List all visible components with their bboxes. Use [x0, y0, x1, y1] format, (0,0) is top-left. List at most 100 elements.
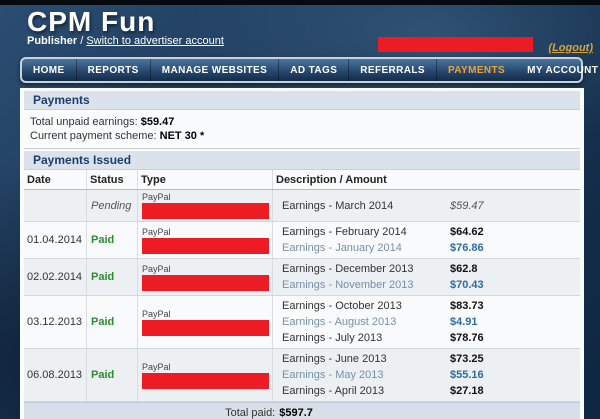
redacted-paypal-email — [142, 237, 269, 254]
top-window-strip — [0, 0, 600, 5]
earnings-amount: $64.62 — [450, 226, 484, 238]
nav-left-group: HOME REPORTS MANAGE WEBSITES AD TAGS REFERRA… — [22, 59, 516, 81]
redacted-paypal-email — [142, 203, 269, 219]
payments-summary: Total unpaid earnings: $59.47 Current pa… — [24, 110, 580, 145]
section-divider — [24, 148, 580, 149]
main-nav: HOME REPORTS MANAGE WEBSITES AD TAGS REFERRA… — [20, 57, 598, 83]
payment-description-cell: Earnings - March 2014 $59.47 — [273, 190, 580, 221]
earnings-line: Earnings - August 2013 $4.91 — [282, 314, 580, 330]
total-paid-bar: Total paid: $597.7 — [24, 402, 580, 419]
payment-description-cell: Earnings - February 2014 $64.62 Earnings -… — [273, 222, 580, 258]
payment-date — [24, 190, 87, 221]
earnings-line: Earnings - July 2013 $78.76 — [282, 330, 580, 346]
nav-item-home[interactable]: HOME — [33, 64, 65, 76]
earnings-description: Earnings - May 2013 — [282, 369, 384, 381]
redacted-paypal-email — [142, 319, 269, 336]
earnings-description: Earnings - August 2013 — [282, 316, 397, 328]
earnings-description: Earnings - April 2013 — [282, 385, 385, 397]
payment-date: 06.08.2013 — [24, 349, 87, 401]
payments-table-header: Date Status Type Description / Amount — [24, 170, 580, 190]
redacted-paypal-email — [142, 274, 269, 291]
earnings-description: Earnings - October 2013 — [282, 300, 402, 312]
payment-status-cell: Paid — [87, 222, 138, 258]
account-switch-line: Publisher / Switch to advertiser account — [27, 35, 224, 47]
nav-item-reports[interactable]: REPORTS — [75, 59, 150, 81]
payment-status-cell: Paid — [87, 296, 138, 348]
payment-row: 06.08.2013 Paid PayPal Earnings - June 2013… — [24, 349, 580, 402]
payment-type-cell: PayPal — [138, 222, 273, 258]
earnings-line: Earnings - January 2014 $76.86 — [282, 240, 580, 256]
payment-description-cell: Earnings - December 2013 $62.8 Earnings - … — [273, 259, 580, 295]
content-panel: Payments Total unpaid earnings: $59.47 C… — [20, 88, 584, 419]
payment-scheme-line: Current payment scheme: NET 30 * — [30, 129, 574, 143]
payments-table: Date Status Type Description / Amount Pe… — [24, 170, 580, 419]
payment-type-label: PayPal — [142, 192, 171, 202]
earnings-description: Earnings - February 2014 — [282, 226, 407, 238]
earnings-line: Earnings - November 2013 $70.43 — [282, 277, 580, 293]
earnings-amount: $27.18 — [450, 385, 484, 397]
earnings-description: Earnings - June 2013 — [282, 353, 387, 365]
nav-item-referrals[interactable]: REFERRALS — [348, 59, 436, 81]
payment-type-cell: PayPal — [138, 259, 273, 295]
earnings-amount: $59.47 — [450, 199, 484, 212]
earnings-line: Earnings - March 2014 $59.47 — [282, 198, 580, 214]
earnings-line: Earnings - May 2013 $55.16 — [282, 367, 580, 383]
earnings-amount: $70.43 — [450, 279, 484, 291]
earnings-line: Earnings - October 2013 $83.73 — [282, 298, 580, 314]
earnings-description: Earnings - March 2014 — [282, 199, 394, 212]
payments-table-body: Pending PayPal Earnings - March 2014 $59.47… — [24, 190, 580, 402]
account-separator: / — [80, 35, 84, 47]
earnings-description: Earnings - January 2014 — [282, 242, 402, 254]
payment-row: 02.02.2014 Paid PayPal Earnings - December … — [24, 259, 580, 296]
nav-item-payments[interactable]: PAYMENTS — [435, 59, 516, 81]
switch-account-link[interactable]: Switch to advertiser account — [86, 35, 224, 47]
nav-right-group: MY ACCOUNTFAQCONTACT — [516, 59, 600, 81]
earnings-line: Earnings - April 2013 $27.18 — [282, 383, 580, 399]
nav-item-my-account[interactable]: MY ACCOUNT — [527, 64, 599, 76]
earnings-amount: $83.73 — [450, 300, 484, 312]
payment-status-cell: Paid — [87, 259, 138, 295]
payment-date: 03.12.2013 — [24, 296, 87, 348]
column-header-date: Date — [24, 170, 87, 189]
unpaid-earnings-line: Total unpaid earnings: $59.47 — [30, 115, 574, 129]
payment-status-cell: Pending — [87, 190, 138, 221]
payment-type-label: PayPal — [142, 263, 171, 274]
payment-scheme-label: Current payment scheme: — [30, 130, 157, 142]
earnings-description: Earnings - December 2013 — [282, 263, 414, 275]
nav-item-manage-websites[interactable]: MANAGE WEBSITES — [149, 59, 278, 81]
payment-row: Pending PayPal Earnings - March 2014 $59.47 — [24, 190, 580, 222]
payments-issued-section-header: Payments Issued — [24, 151, 580, 170]
unpaid-earnings-value: $59.47 — [140, 116, 175, 128]
earnings-amount: $76.86 — [450, 242, 484, 254]
unpaid-earnings-label: Total unpaid earnings: — [30, 116, 138, 128]
payment-row: 01.04.2014 Paid PayPal Earnings - February … — [24, 222, 580, 259]
payment-type-label: PayPal — [142, 361, 171, 372]
payment-scheme-value: NET 30 * — [159, 130, 205, 142]
payment-date: 02.02.2014 — [24, 259, 87, 295]
total-paid-label: Total paid: — [225, 407, 276, 419]
earnings-line: Earnings - February 2014 $64.62 — [282, 224, 580, 240]
redacted-paypal-email — [142, 372, 269, 389]
logout-link[interactable]: (Logout) — [548, 42, 593, 54]
earnings-line: Earnings - June 2013 $73.25 — [282, 351, 580, 367]
payment-row: 03.12.2013 Paid PayPal Earnings - October 2… — [24, 296, 580, 349]
earnings-description: Earnings - July 2013 — [282, 332, 383, 344]
payment-description-cell: Earnings - June 2013 $73.25 Earnings - May… — [273, 349, 580, 401]
payment-status: Paid — [91, 271, 115, 283]
payment-status: Paid — [91, 316, 115, 328]
payment-type-cell: PayPal — [138, 190, 273, 221]
payment-type-cell: PayPal — [138, 349, 273, 401]
payment-type-label: PayPal — [142, 308, 171, 319]
nav-item-ad-tags[interactable]: AD TAGS — [278, 59, 348, 81]
payment-description-cell: Earnings - October 2013 $83.73 Earnings - … — [273, 296, 580, 348]
redacted-account-name — [378, 37, 533, 52]
payment-status: Paid — [91, 369, 115, 381]
payment-status: Pending — [91, 199, 132, 212]
earnings-amount: $78.76 — [450, 332, 484, 344]
column-header-description-amount: Description / Amount — [276, 174, 387, 186]
payment-type-cell: PayPal — [138, 296, 273, 348]
earnings-description: Earnings - November 2013 — [282, 279, 414, 291]
earnings-line: Earnings - December 2013 $62.8 — [282, 261, 580, 277]
earnings-amount: $55.16 — [450, 369, 484, 381]
earnings-amount: $4.91 — [450, 316, 478, 328]
